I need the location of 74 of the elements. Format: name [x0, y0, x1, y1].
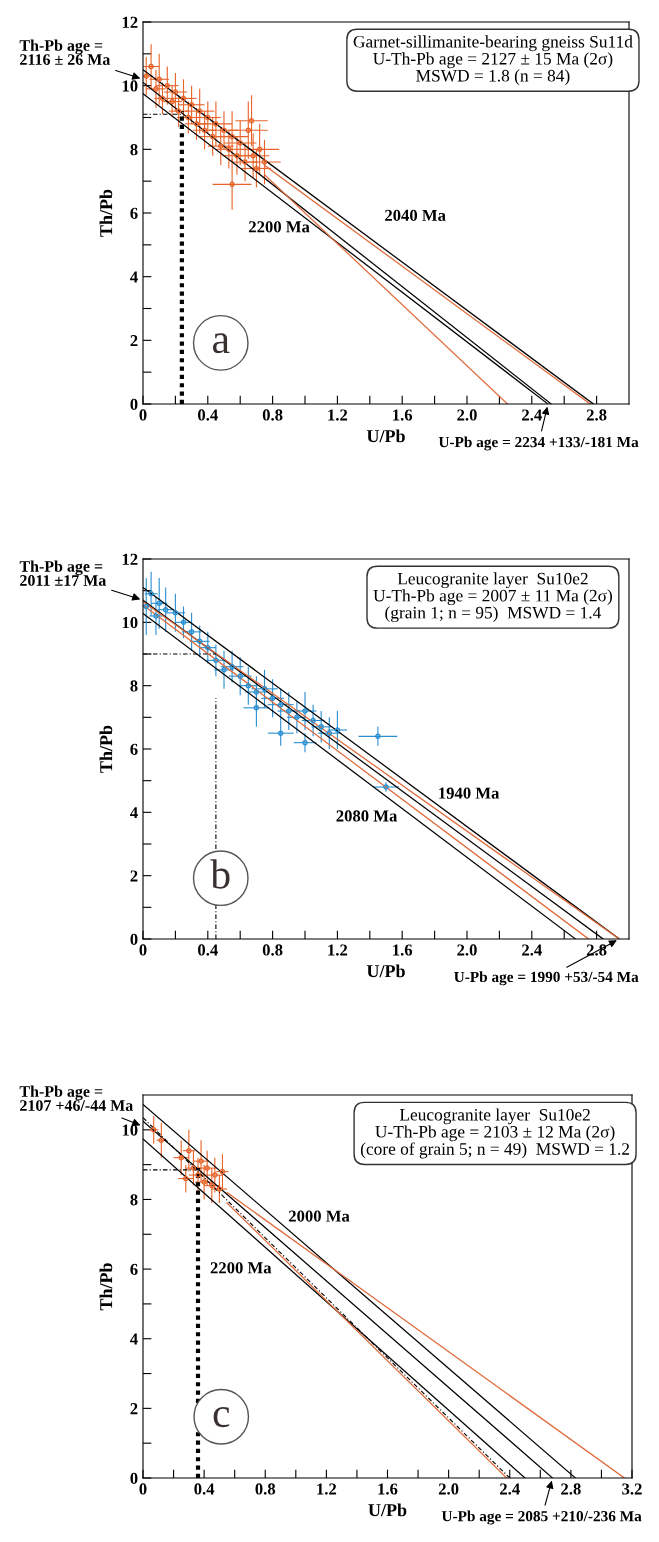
x-tick-label: 0.4: [198, 944, 218, 956]
x-tick-label: 1.6: [378, 1483, 398, 1495]
y-tick-label: 4: [130, 1333, 138, 1345]
y-tick-label: 2: [130, 870, 138, 882]
annotation: U-Th-Pb age = 2007 ± 11 Ma (2σ): [373, 589, 612, 606]
x-tick-label: 0.4: [194, 1483, 215, 1495]
x-tick-label: 2.8: [561, 1483, 581, 1495]
y-tick-label: 2: [130, 1403, 138, 1415]
annotation: U-Pb age = 2234 +133/-181 Ma: [438, 436, 639, 451]
x-tick-label: 2.4: [500, 1483, 520, 1495]
annotation: U-Pb age = 1990 +53/-54 Ma: [454, 971, 639, 986]
x-tick-label: 0: [139, 944, 147, 956]
annotation: 2000 Ma: [288, 1210, 350, 1222]
y-tick-label: 6: [130, 743, 138, 755]
annotation: 2200 Ma: [249, 221, 310, 233]
annotation: Th-Pb age = 2011 ±17 Ma: [19, 560, 107, 586]
y-tick-label: 6: [130, 207, 138, 219]
y-tick-label: 4: [130, 807, 138, 819]
y-tick-label: 0: [130, 933, 138, 945]
y-tick-label: 8: [130, 680, 138, 692]
x-tick-label: 1.6: [393, 944, 413, 956]
y-axis-title: Th/Pb: [99, 1263, 113, 1311]
x-tick-label: 2.0: [438, 1483, 459, 1495]
annotation: U-Pb age = 2085 +210/-236 Ma: [441, 1510, 642, 1525]
x-tick-label: 3.2: [622, 1483, 642, 1495]
x-tick-label: 0.8: [262, 944, 283, 956]
annotation: (grain 1; n = 95) MSWD = 1.4: [385, 606, 602, 623]
x-tick-label: 0.8: [255, 1483, 276, 1495]
x-axis-title: U/Pb: [366, 964, 405, 978]
y-tick-label: 12: [122, 553, 138, 565]
x-tick-label: 1.2: [317, 1483, 337, 1495]
annotation: c: [213, 1407, 230, 1428]
annotation: U-Th-Pb age = 2103 ± 12 Ma (2σ): [375, 1125, 615, 1142]
annotation: b: [210, 859, 230, 889]
y-tick-label: 0: [130, 1472, 138, 1484]
x-tick-label: 0.4: [198, 409, 218, 421]
annotation: 2200 Ma: [210, 1262, 272, 1274]
x-tick-label: 2.4: [522, 944, 542, 956]
y-tick-label: 12: [122, 16, 138, 28]
annotation: 1940 Ma: [439, 787, 500, 799]
annotation: Th-Pb age = 2107 +46/-44 Ma: [19, 1085, 133, 1111]
x-tick-label: 0.8: [262, 409, 283, 421]
annotation: 2080 Ma: [336, 810, 398, 822]
y-tick-label: 10: [122, 80, 138, 92]
x-tick-label: 2.8: [586, 409, 607, 421]
x-tick-label: 0: [139, 1483, 147, 1495]
y-tick-label: 10: [122, 1124, 138, 1136]
x-tick-label: 0: [139, 409, 147, 421]
y-tick-label: 8: [130, 1194, 138, 1206]
annotation: Th-Pb age = 2116 ± 26 Ma: [19, 39, 111, 65]
annotation: Leucogranite layer Su10e2: [399, 1108, 590, 1125]
y-tick-label: 0: [130, 398, 138, 410]
y-tick-label: 2: [130, 335, 138, 347]
x-tick-label: 2.0: [457, 944, 477, 956]
x-tick-label: 1.2: [328, 944, 348, 956]
x-axis-title: U/Pb: [366, 429, 405, 443]
x-axis-title: U/Pb: [368, 1503, 407, 1517]
y-axis-title: Th/Pb: [99, 725, 113, 773]
annotation: Leucogranite layer Su10e2: [397, 572, 588, 589]
annotation: 2040 Ma: [385, 209, 446, 221]
annotation: (core of grain 5; n = 49) MSWD = 1.2: [360, 1142, 630, 1159]
annotation: a: [212, 333, 230, 354]
x-tick-label: 1.6: [393, 409, 413, 421]
y-tick-label: 10: [122, 617, 138, 629]
y-axis-title: Th/Pb: [99, 189, 113, 237]
annotation: Garnet-sillimanite-bearing gneiss Su11d: [353, 35, 633, 52]
annotation: U-Th-Pb age = 2127 ± 15 Ma (2σ): [373, 52, 613, 69]
x-tick-label: 1.2: [328, 409, 348, 421]
y-tick-label: 4: [130, 271, 138, 283]
annotation: MSWD = 1.8 (n = 84): [416, 69, 570, 86]
x-tick-label: 2.0: [457, 409, 477, 421]
y-tick-label: 6: [130, 1263, 138, 1276]
y-tick-label: 8: [130, 144, 138, 156]
x-tick-label: 2.4: [522, 409, 542, 421]
